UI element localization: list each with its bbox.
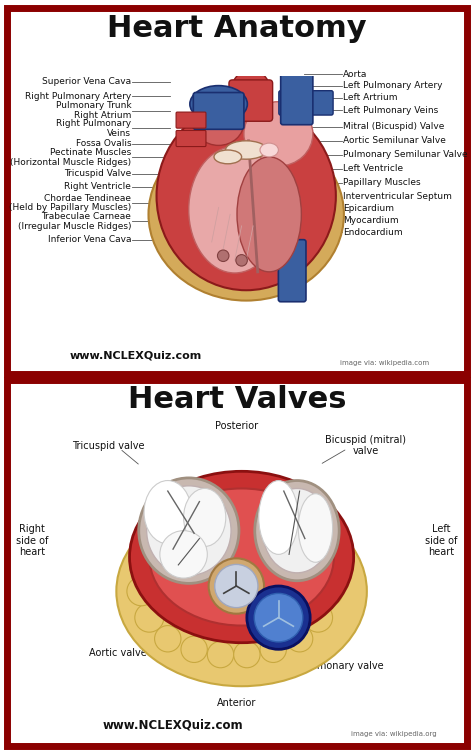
Text: Aortic valve: Aortic valve xyxy=(89,647,146,657)
Ellipse shape xyxy=(244,102,313,166)
Text: Heart Anatomy: Heart Anatomy xyxy=(107,14,367,43)
Circle shape xyxy=(303,603,333,632)
Text: Tricuspid Valve: Tricuspid Valve xyxy=(64,169,131,178)
Text: Right Ventricle: Right Ventricle xyxy=(64,183,131,192)
Ellipse shape xyxy=(259,481,298,554)
Text: Right
side of
heart: Right side of heart xyxy=(16,524,49,557)
Circle shape xyxy=(207,641,234,668)
Ellipse shape xyxy=(129,472,354,643)
Circle shape xyxy=(254,593,303,642)
Text: Anterior: Anterior xyxy=(217,698,257,708)
Text: Right Pulmonary
Veins: Right Pulmonary Veins xyxy=(56,119,131,138)
Text: Myocardium: Myocardium xyxy=(343,216,398,225)
Ellipse shape xyxy=(230,69,272,120)
Text: Endocardium: Endocardium xyxy=(343,228,402,237)
Text: www.NCLEXQuiz.com: www.NCLEXQuiz.com xyxy=(102,718,243,731)
FancyBboxPatch shape xyxy=(7,380,467,746)
Ellipse shape xyxy=(116,496,367,687)
Text: image via: wikipedia.org: image via: wikipedia.org xyxy=(350,731,436,737)
Text: Pulmonary Semilunar Valve: Pulmonary Semilunar Valve xyxy=(343,150,467,159)
Text: Fossa Ovalis: Fossa Ovalis xyxy=(76,139,131,148)
Text: Aortic Semilunar Valve: Aortic Semilunar Valve xyxy=(343,136,446,145)
Text: Heart Valves: Heart Valves xyxy=(128,386,346,414)
Ellipse shape xyxy=(193,99,244,145)
Ellipse shape xyxy=(226,141,267,159)
Text: Interventricular Septum: Interventricular Septum xyxy=(343,192,452,201)
FancyBboxPatch shape xyxy=(229,80,273,121)
Circle shape xyxy=(314,577,343,606)
Circle shape xyxy=(260,636,286,663)
Ellipse shape xyxy=(139,478,239,584)
Circle shape xyxy=(209,558,264,614)
Text: Left Ventricle: Left Ventricle xyxy=(343,164,403,173)
Ellipse shape xyxy=(189,147,281,273)
Text: Left Pulmonary Veins: Left Pulmonary Veins xyxy=(343,105,438,114)
Text: Pectinate Muscles
(Horizontal Muscle Ridges): Pectinate Muscles (Horizontal Muscle Rid… xyxy=(10,148,131,167)
FancyBboxPatch shape xyxy=(193,92,244,129)
Ellipse shape xyxy=(237,157,301,271)
Ellipse shape xyxy=(255,481,339,581)
Ellipse shape xyxy=(148,128,344,301)
FancyBboxPatch shape xyxy=(281,69,313,125)
Text: Posterior: Posterior xyxy=(216,420,258,431)
Circle shape xyxy=(286,626,313,652)
Text: Pulmonary valve: Pulmonary valve xyxy=(302,661,383,671)
FancyBboxPatch shape xyxy=(176,130,206,147)
Circle shape xyxy=(215,565,258,608)
Circle shape xyxy=(136,547,163,573)
Text: Pulmonary Trunk
Right Atrium: Pulmonary Trunk Right Atrium xyxy=(55,102,131,120)
Ellipse shape xyxy=(146,486,231,575)
FancyBboxPatch shape xyxy=(7,8,467,374)
Text: Mitral (Bicuspid) Valve: Mitral (Bicuspid) Valve xyxy=(343,123,444,132)
Circle shape xyxy=(234,641,260,668)
Ellipse shape xyxy=(263,489,331,573)
Ellipse shape xyxy=(298,494,333,562)
Circle shape xyxy=(247,586,310,649)
Text: Left Pulmonary Artery: Left Pulmonary Artery xyxy=(343,81,442,90)
Circle shape xyxy=(127,577,156,606)
Text: www.NCLEXQuiz.com: www.NCLEXQuiz.com xyxy=(70,350,202,360)
Text: Left Artrium: Left Artrium xyxy=(343,93,397,102)
Text: Papillary Muscles: Papillary Muscles xyxy=(343,178,420,187)
FancyBboxPatch shape xyxy=(278,240,306,302)
Text: image via: wikipedia.com: image via: wikipedia.com xyxy=(339,359,428,365)
Text: Inferior Vena Cava: Inferior Vena Cava xyxy=(48,235,131,244)
FancyBboxPatch shape xyxy=(176,112,206,128)
Ellipse shape xyxy=(149,489,334,626)
Text: Trabeculae Carneae
(Irregular Muscle Ridges): Trabeculae Carneae (Irregular Muscle Rid… xyxy=(18,212,131,231)
Text: Left
side of
heart: Left side of heart xyxy=(425,524,458,557)
Circle shape xyxy=(155,626,181,652)
Ellipse shape xyxy=(160,531,207,578)
Ellipse shape xyxy=(183,489,226,547)
Circle shape xyxy=(135,603,164,632)
Circle shape xyxy=(236,255,247,266)
Text: Aorta: Aorta xyxy=(343,70,367,79)
Text: Chordae Tendineae
(Held by Papillary Muscles): Chordae Tendineae (Held by Papillary Mus… xyxy=(9,194,131,213)
Ellipse shape xyxy=(156,102,336,290)
Text: Epicardium: Epicardium xyxy=(343,205,394,214)
FancyBboxPatch shape xyxy=(279,91,333,115)
Text: Superior Vena Cava: Superior Vena Cava xyxy=(42,77,131,86)
Text: Tricuspid valve: Tricuspid valve xyxy=(72,441,145,450)
Circle shape xyxy=(315,547,342,573)
Text: Bicuspid (mitral)
valve: Bicuspid (mitral) valve xyxy=(325,435,406,456)
Circle shape xyxy=(218,250,229,262)
Ellipse shape xyxy=(144,481,191,544)
Ellipse shape xyxy=(214,150,242,164)
Ellipse shape xyxy=(260,143,278,157)
Text: Right Pulmonary Artery: Right Pulmonary Artery xyxy=(25,92,131,101)
Circle shape xyxy=(181,636,207,663)
Ellipse shape xyxy=(190,86,247,123)
